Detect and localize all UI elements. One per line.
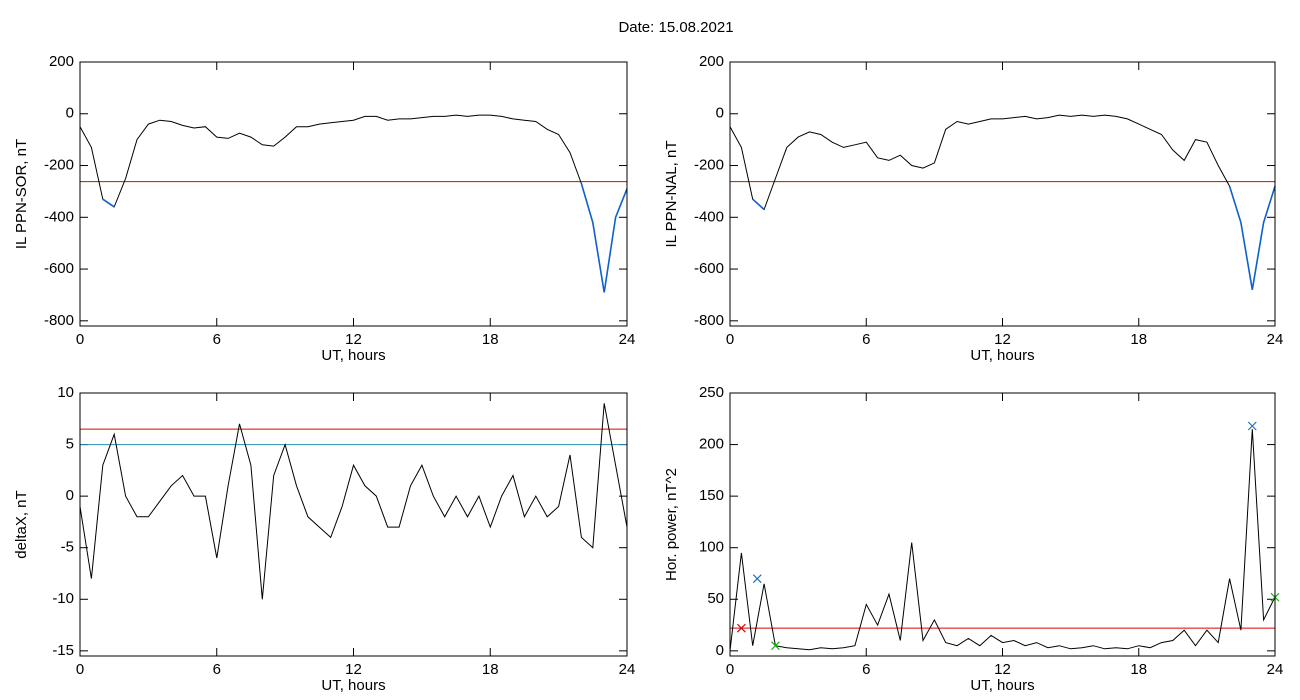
- plot-frame: [729, 61, 1276, 327]
- y-tick-label: -200: [44, 156, 74, 173]
- data-line: [729, 429, 1276, 651]
- y-tick-label: 200: [699, 53, 724, 70]
- x-tick-label: 6: [213, 661, 221, 678]
- y-axis-label: deltaX, nT: [13, 490, 30, 558]
- x-tick-label: 24: [619, 661, 636, 678]
- y-tick-label: 5: [66, 436, 74, 453]
- x-tick-label: 24: [1267, 331, 1284, 348]
- y-tick-label: 50: [707, 590, 724, 607]
- y-axis-label: IL PPN-NAL, nT: [663, 141, 680, 248]
- x-tick-label: 12: [345, 331, 362, 348]
- y-tick-label: -15: [52, 642, 74, 659]
- figure-title: Date: 15.08.2021: [618, 19, 733, 36]
- x-axis-label: UT, hours: [970, 677, 1034, 694]
- plot-frame: [79, 61, 628, 327]
- y-tick-label: 150: [699, 487, 724, 504]
- data-line: [79, 114, 628, 293]
- y-tick-label: -800: [44, 312, 74, 329]
- y-tick-label: 0: [66, 105, 74, 122]
- x-marker: [736, 623, 746, 633]
- y-tick-label: -400: [694, 208, 724, 225]
- x-marker: [770, 641, 780, 651]
- x-tick-label: 24: [619, 331, 636, 348]
- x-tick-label: 18: [1130, 331, 1147, 348]
- y-axis-label: IL PPN-SOR, nT: [13, 139, 30, 249]
- data-line: [752, 185, 1276, 290]
- x-axis-label: UT, hours: [970, 347, 1034, 364]
- data-line: [79, 403, 628, 600]
- y-tick-label: 250: [699, 384, 724, 401]
- x-tick-label: 18: [482, 331, 499, 348]
- y-tick-label: 0: [716, 642, 724, 659]
- x-tick-label: 6: [213, 331, 221, 348]
- x-tick-label: 0: [726, 661, 734, 678]
- y-tick-label: 0: [66, 487, 74, 504]
- x-tick-label: 18: [482, 661, 499, 678]
- x-tick-label: 12: [345, 661, 362, 678]
- y-tick-label: -200: [694, 156, 724, 173]
- x-tick-label: 6: [862, 661, 870, 678]
- x-marker: [752, 574, 762, 584]
- y-tick-label: -400: [44, 208, 74, 225]
- y-tick-label: 200: [49, 53, 74, 70]
- x-marker: [1247, 421, 1257, 431]
- x-tick-label: 24: [1267, 661, 1284, 678]
- y-tick-label: 200: [699, 436, 724, 453]
- y-tick-label: -600: [694, 260, 724, 277]
- y-tick-label: -5: [61, 539, 74, 556]
- y-tick-label: 100: [699, 539, 724, 556]
- x-axis-label: UT, hours: [321, 677, 385, 694]
- x-axis-label: UT, hours: [321, 347, 385, 364]
- x-tick-label: 18: [1130, 661, 1147, 678]
- y-tick-label: 10: [57, 384, 74, 401]
- y-tick-label: -600: [44, 260, 74, 277]
- plot-frame: [729, 392, 1276, 657]
- y-axis-label: Hor. power, nT^2: [663, 468, 680, 581]
- x-tick-label: 0: [726, 331, 734, 348]
- y-tick-label: -800: [694, 312, 724, 329]
- x-tick-label: 12: [994, 661, 1011, 678]
- x-tick-label: 0: [76, 331, 84, 348]
- data-line: [102, 183, 628, 293]
- x-tick-label: 6: [862, 331, 870, 348]
- x-tick-label: 12: [994, 331, 1011, 348]
- y-tick-label: -10: [52, 590, 74, 607]
- plot-frame: [79, 392, 628, 657]
- y-tick-label: 0: [716, 105, 724, 122]
- x-tick-label: 0: [76, 661, 84, 678]
- data-line: [729, 114, 1276, 290]
